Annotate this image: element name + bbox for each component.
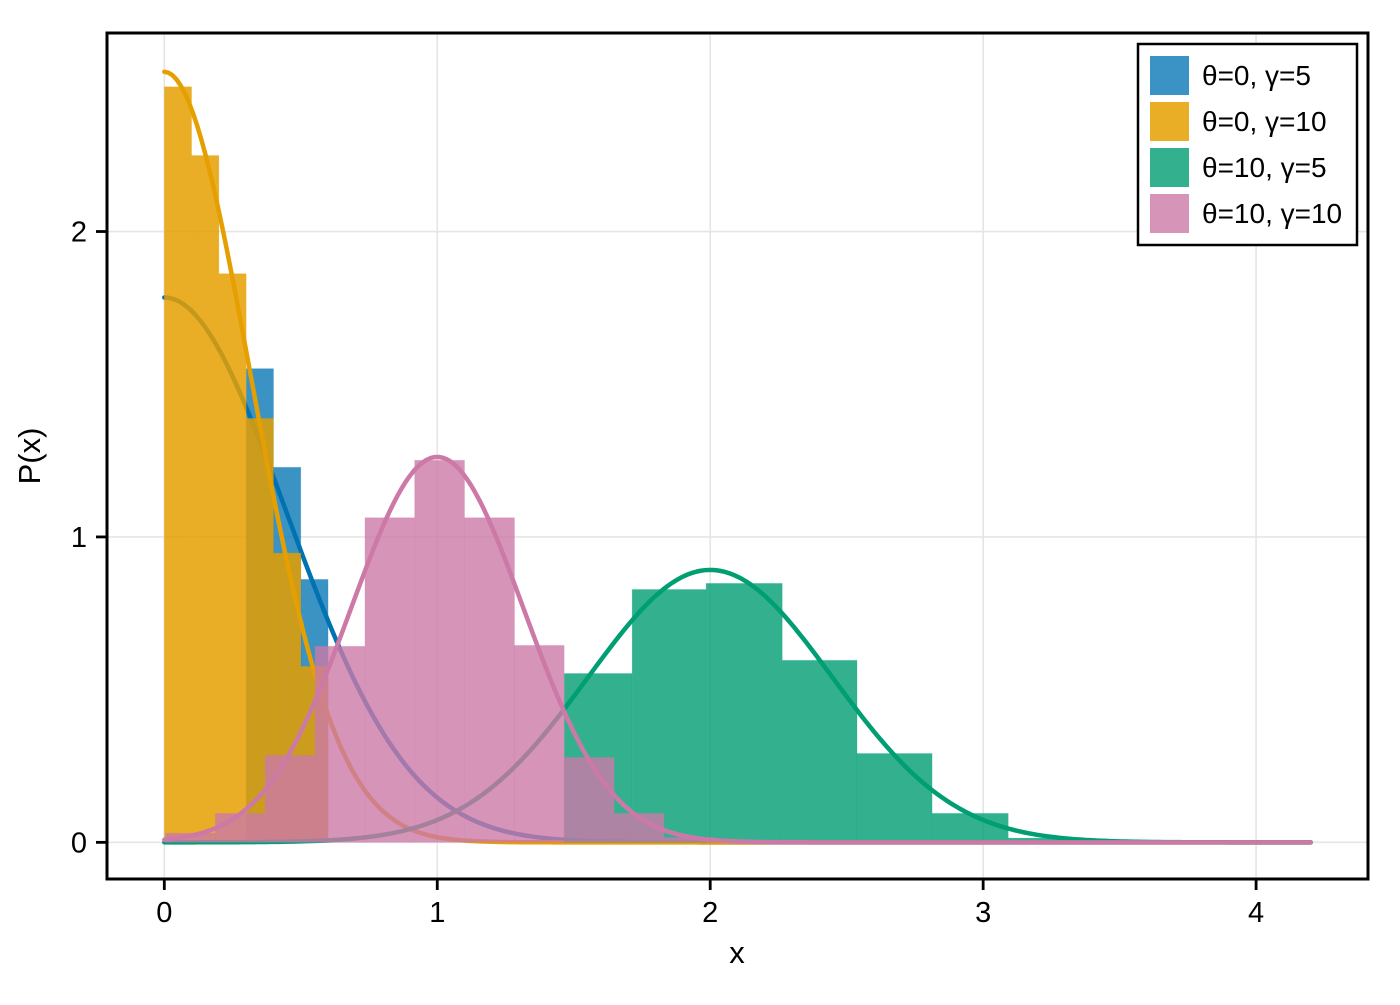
histogram-bar	[214, 812, 266, 843]
histogram-bar	[414, 459, 466, 843]
legend-swatch	[1150, 194, 1189, 233]
y-tick-label: 1	[71, 522, 87, 554]
x-tick-label: 0	[156, 897, 172, 929]
histogram-bar	[364, 517, 416, 843]
histogram-bar	[218, 273, 247, 843]
y-tick-label: 2	[71, 217, 87, 249]
x-axis-label: x	[729, 935, 745, 970]
histogram-bar	[563, 756, 615, 843]
legend-swatch	[1150, 148, 1189, 187]
legend: θ=0, γ=5 θ=0, γ=10 θ=10, γ=5 θ=10, γ=10	[1136, 42, 1359, 247]
legend-label: θ=0, γ=10	[1202, 106, 1327, 137]
axis-ticks: 0 1 2 3 4 0 1 2	[71, 217, 1264, 929]
histogram-bar	[191, 154, 220, 843]
x-tick-label: 2	[702, 897, 718, 929]
series-layer	[162, 69, 1313, 845]
histogram-bar	[264, 754, 316, 843]
histogram-bar	[163, 86, 193, 843]
histogram-bar	[781, 659, 858, 843]
histogram-bar	[856, 752, 933, 843]
y-axis-label: P(x)	[12, 428, 47, 485]
legend-label: θ=0, γ=5	[1202, 60, 1311, 91]
histogram-bar	[631, 588, 707, 843]
legend-label: θ=10, γ=5	[1202, 152, 1327, 183]
density-curve	[162, 454, 1313, 845]
plot-frame	[105, 31, 1370, 881]
legend-label: θ=10, γ=10	[1202, 198, 1342, 229]
y-tick-label: 0	[71, 827, 87, 859]
x-tick-label: 4	[1248, 897, 1264, 929]
legend-swatch	[1150, 56, 1189, 95]
legend-swatch	[1150, 102, 1189, 141]
histogram-bar	[705, 582, 783, 843]
histogram-bar	[931, 812, 1009, 843]
x-tick-label: 1	[429, 897, 445, 929]
x-tick-label: 3	[975, 897, 991, 929]
histogram-bar	[514, 644, 565, 843]
series-3	[162, 454, 1313, 845]
histogram-bar	[314, 645, 366, 843]
